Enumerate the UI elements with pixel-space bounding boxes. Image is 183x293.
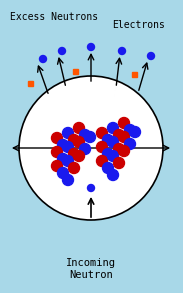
Circle shape <box>147 52 154 59</box>
Circle shape <box>87 185 94 192</box>
Circle shape <box>63 175 74 185</box>
Circle shape <box>113 158 124 168</box>
Circle shape <box>107 151 119 161</box>
Circle shape <box>113 144 124 154</box>
Circle shape <box>87 43 94 50</box>
Text: Excess Neutrons: Excess Neutrons <box>10 12 98 22</box>
Circle shape <box>130 127 141 137</box>
Circle shape <box>96 142 107 152</box>
Circle shape <box>63 156 74 166</box>
Circle shape <box>74 137 85 147</box>
Circle shape <box>113 130 124 141</box>
Circle shape <box>119 146 130 156</box>
Circle shape <box>107 122 119 134</box>
Circle shape <box>19 76 163 220</box>
Circle shape <box>96 127 107 139</box>
Circle shape <box>79 130 91 141</box>
Circle shape <box>119 132 130 142</box>
Circle shape <box>74 151 85 161</box>
Circle shape <box>124 139 135 149</box>
Circle shape <box>96 156 107 166</box>
Circle shape <box>102 149 113 159</box>
Circle shape <box>57 168 68 178</box>
Circle shape <box>74 122 85 134</box>
Circle shape <box>63 127 74 139</box>
Circle shape <box>107 137 119 147</box>
Circle shape <box>79 144 91 154</box>
Circle shape <box>85 132 96 142</box>
Circle shape <box>107 169 119 180</box>
Circle shape <box>68 134 79 146</box>
Circle shape <box>40 55 46 62</box>
Circle shape <box>59 47 66 54</box>
Text: Electrons: Electrons <box>112 20 165 30</box>
Circle shape <box>68 163 79 173</box>
Circle shape <box>51 161 63 171</box>
Circle shape <box>51 146 63 158</box>
Bar <box>132 71 137 76</box>
Circle shape <box>68 149 79 159</box>
Circle shape <box>119 47 126 54</box>
Circle shape <box>51 132 63 144</box>
Bar <box>27 81 33 86</box>
Circle shape <box>102 163 113 173</box>
Circle shape <box>119 117 130 129</box>
Circle shape <box>63 142 74 152</box>
Circle shape <box>124 125 135 135</box>
Circle shape <box>57 139 68 151</box>
Text: Incoming
Neutron: Incoming Neutron <box>66 258 116 280</box>
Circle shape <box>102 134 113 146</box>
Bar <box>72 69 77 74</box>
Circle shape <box>57 154 68 164</box>
